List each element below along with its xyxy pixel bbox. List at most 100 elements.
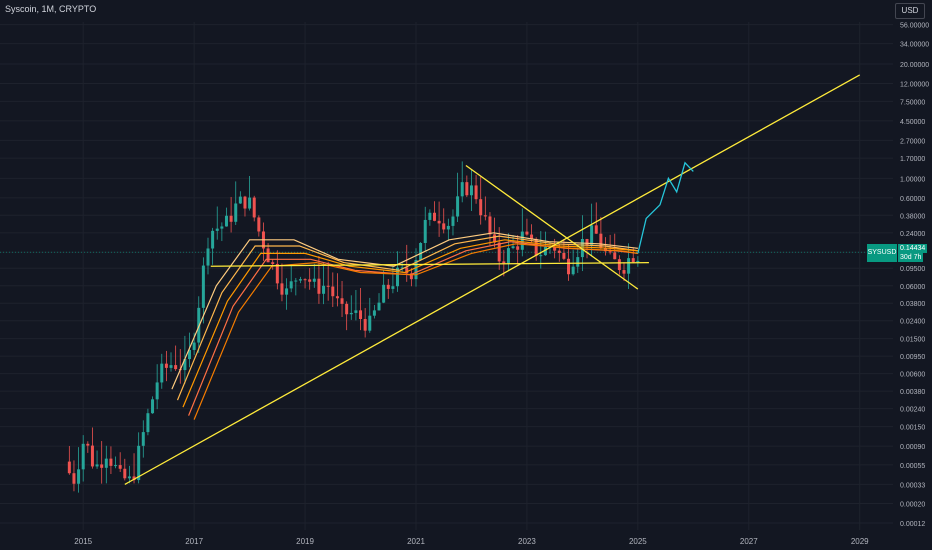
candle-body <box>238 196 242 204</box>
candle-body <box>382 284 386 303</box>
candle-body <box>479 199 483 216</box>
candles-layer <box>67 161 640 493</box>
candle-body <box>229 215 233 222</box>
candle-body <box>322 285 326 294</box>
candle-body <box>114 465 118 467</box>
candle-body <box>414 260 418 280</box>
price-tick-label: 12.00000 <box>900 81 929 88</box>
candle-body <box>354 310 358 313</box>
price-tick-label: 0.00380 <box>900 389 925 396</box>
time-tick-label: 2025 <box>629 537 647 546</box>
candle-body <box>248 197 252 209</box>
price-tick-label: 0.09500 <box>900 266 925 273</box>
price-tick-label: 0.00600 <box>900 372 925 379</box>
chart-title: Syscoin, 1M, CRYPTO <box>5 4 97 14</box>
candle-body <box>289 281 293 289</box>
candle-body <box>456 196 460 217</box>
candle-body <box>636 260 640 263</box>
candle-body <box>571 266 575 275</box>
candle-body <box>234 203 238 222</box>
symbol-badge: SYSUSD <box>867 244 897 262</box>
candle-body <box>396 267 400 287</box>
candle-body <box>303 279 307 281</box>
candle-body <box>530 234 534 239</box>
candle-body <box>206 248 210 266</box>
candle-body <box>386 284 390 289</box>
candle-body <box>298 279 302 281</box>
candle-body <box>118 465 122 469</box>
candle-body <box>516 246 520 250</box>
moving-average-line <box>171 232 638 390</box>
candle-body <box>437 220 441 224</box>
candle-body <box>631 258 635 263</box>
price-tick-label: 0.00150 <box>900 425 925 432</box>
price-tick-label: 0.00055 <box>900 463 925 470</box>
candle-body <box>608 251 612 253</box>
candle-body <box>520 231 524 250</box>
candle-body <box>183 359 187 371</box>
candle-body <box>493 234 497 243</box>
price-tick-label: 0.03800 <box>900 301 925 308</box>
bar-countdown-label: 30d 7h <box>898 253 924 262</box>
candle-body <box>359 310 363 320</box>
candle-body <box>151 399 155 414</box>
candle-body <box>90 445 94 467</box>
price-tick-label: 0.00033 <box>900 482 925 489</box>
projection-layer <box>637 161 694 254</box>
candle-body <box>86 443 90 446</box>
time-tick-label: 2029 <box>851 537 869 546</box>
candle-body <box>557 250 561 253</box>
candle-body <box>580 239 584 258</box>
candle-body <box>349 312 353 315</box>
candle-body <box>363 319 367 331</box>
candle-body <box>617 259 621 271</box>
candle-body <box>585 239 589 245</box>
candle-body <box>155 382 159 400</box>
candle-body <box>474 185 478 200</box>
time-tick-label: 2017 <box>185 537 203 546</box>
candle-body <box>599 233 603 249</box>
candle-body <box>164 363 168 368</box>
trendlines-layer <box>124 74 861 485</box>
price-axis[interactable]: 56.00000 34.00000 20.00000 12.00000 7.50000 4… <box>900 23 929 528</box>
time-tick-label: 2027 <box>740 537 758 546</box>
trendline <box>124 74 861 485</box>
currency-button[interactable]: USD <box>895 3 925 19</box>
candle-body <box>77 469 81 484</box>
candle-body <box>594 225 598 234</box>
candle-body <box>252 197 256 218</box>
price-tick-label: 2.70000 <box>900 138 925 145</box>
candle-body <box>312 278 316 282</box>
candle-body <box>622 270 626 274</box>
candle-body <box>446 225 450 230</box>
candle-body <box>266 248 270 263</box>
candle-body <box>72 473 76 484</box>
price-tick-label: 4.50000 <box>900 119 925 126</box>
candle-body <box>428 212 432 220</box>
candle-body <box>442 223 446 230</box>
time-tick-label: 2019 <box>296 537 314 546</box>
candle-body <box>423 219 427 244</box>
candle-body <box>590 225 594 245</box>
time-axis[interactable]: 2015 2017 2019 2021 2023 2025 2027 2029 <box>74 537 869 546</box>
candle-body <box>95 464 99 467</box>
candle-body <box>469 185 473 196</box>
price-tick-label: 0.00950 <box>900 354 925 361</box>
price-tick-label: 7.50000 <box>900 99 925 106</box>
candle-body <box>257 217 261 232</box>
price-tick-label: 0.24000 <box>900 231 925 238</box>
price-tick-label: 1.70000 <box>900 156 925 163</box>
candle-body <box>317 278 321 294</box>
candle-body <box>335 296 339 299</box>
candle-body <box>340 298 344 304</box>
candle-body <box>326 285 330 287</box>
candle-body <box>497 242 501 262</box>
candle-body <box>377 302 381 311</box>
time-tick-label: 2021 <box>407 537 425 546</box>
candle-body <box>368 315 372 331</box>
candle-body <box>451 216 455 226</box>
candle-body <box>613 252 617 260</box>
candle-body <box>372 310 376 316</box>
candle-body <box>275 263 279 284</box>
